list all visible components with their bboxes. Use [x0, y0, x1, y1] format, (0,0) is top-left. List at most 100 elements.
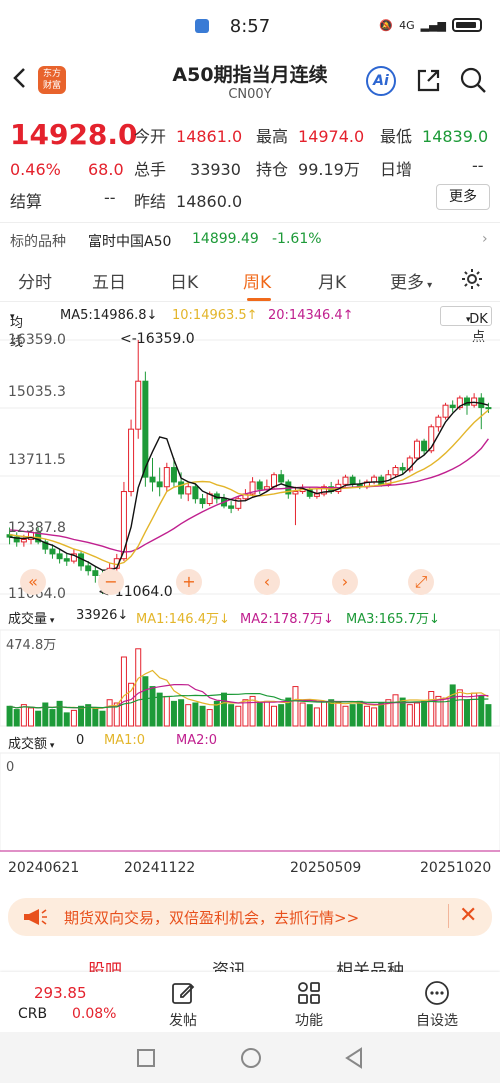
volume-bar: [285, 697, 292, 727]
last-price: 14928.0: [10, 118, 138, 151]
volume-bar: [256, 702, 263, 727]
promo-banner[interactable]: 期货双向交易，双倍盈利机会，去抓行情>> ✕: [8, 898, 492, 936]
recents-icon[interactable]: [136, 1048, 156, 1068]
status-bar: 8:57 🔕 4G ▂▄▆: [0, 0, 500, 52]
volume-bar: [128, 682, 135, 727]
candle-body: [399, 467, 406, 471]
tab-related[interactable]: 相关品种: [336, 961, 404, 972]
ma5-value: MA5:14986.8↓: [60, 308, 158, 323]
edit-icon: [172, 983, 195, 1004]
x-label-4: 20251020: [420, 860, 492, 876]
kline-chart[interactable]: 16359.0 15035.3 13711.5 12387.8 11064.0 …: [0, 328, 500, 858]
volume-bar: [135, 648, 142, 727]
open-field: 今开 14861.0: [134, 127, 243, 146]
ai-button[interactable]: Ai: [366, 66, 396, 96]
candle-body: [256, 481, 263, 490]
volume-bar: [20, 704, 27, 727]
ma-legend: 均线 ▾ MA5:14986.8↓ 10:14963.5↑ 20:14346.4…: [0, 304, 500, 350]
volume-bar: [178, 699, 185, 727]
back-arrow-icon[interactable]: [10, 66, 30, 90]
candle-body: [449, 404, 456, 409]
candle-body: [70, 553, 77, 562]
candle-body: [156, 481, 163, 488]
settle-value: --: [104, 188, 116, 207]
volume-bar: [478, 695, 485, 727]
volume-bar: [206, 709, 213, 727]
page-title: A50期指当月连续: [172, 64, 328, 86]
zoom-out-icon[interactable]: −: [98, 569, 124, 595]
chevron-right-icon[interactable]: ›: [332, 569, 358, 595]
tab-news[interactable]: 资讯: [212, 961, 246, 972]
fullscreen-icon[interactable]: ⤢: [408, 569, 434, 595]
ma20-value: 20:14346.4↑: [268, 308, 354, 323]
candle-body: [92, 570, 99, 576]
underlying-price: 14899.49: [192, 231, 259, 247]
daily-increase-value: --: [472, 156, 484, 175]
low-field: 最低 14839.0: [380, 127, 489, 146]
x-label-3: 20250509: [290, 860, 362, 876]
tab-daily-k[interactable]: 日K: [170, 273, 199, 293]
candle-body: [63, 558, 70, 562]
chevron-left-icon[interactable]: ‹: [254, 569, 280, 595]
more-button[interactable]: 更多: [436, 184, 490, 210]
volume-bar: [471, 692, 478, 727]
signal-bars-icon: ▂▄▆: [420, 18, 446, 32]
ma20-line: [9, 438, 489, 553]
volume-bar: [328, 699, 335, 727]
candle-body: [6, 534, 13, 538]
close-icon[interactable]: ✕: [448, 904, 477, 928]
function-button[interactable]: 功能: [274, 980, 344, 1030]
volume-bar: [242, 699, 249, 727]
amount-panel-frame: [0, 752, 500, 852]
tab-timeshare[interactable]: 分时: [18, 273, 52, 293]
amount-axis-zero: 0: [6, 760, 15, 775]
volume-bar: [185, 704, 192, 727]
home-icon[interactable]: [240, 1047, 262, 1069]
amount-indicator-select[interactable]: 成交额 ▾: [8, 737, 55, 752]
zoom-in-icon[interactable]: +: [176, 569, 202, 595]
tab-weekly-k[interactable]: 周K: [243, 273, 272, 293]
candle-body: [170, 467, 177, 483]
share-icon[interactable]: [414, 67, 442, 95]
tab-forum[interactable]: 股吧: [88, 961, 122, 972]
candle-body: [85, 565, 92, 572]
volume-value: 33926↓: [76, 608, 129, 623]
custom-watchlist-button[interactable]: 自设选: [402, 980, 472, 1030]
back-nav-icon[interactable]: [344, 1047, 364, 1069]
change-value: 68.0: [88, 160, 124, 179]
battery-icon: [452, 18, 482, 32]
tab-five-day[interactable]: 五日: [92, 273, 126, 293]
y-label-2: 15035.3: [8, 384, 66, 400]
status-time: 8:57: [229, 16, 271, 37]
gear-icon[interactable]: [460, 267, 484, 291]
amt-ma2: MA2:0: [176, 733, 218, 748]
kline-svg: [0, 339, 500, 852]
candle-body: [278, 474, 285, 483]
underlying-row[interactable]: 标的品种 富时中国A50 14899.49 -1.61% ›: [0, 222, 500, 254]
dk-point-button[interactable]: DK点 ▾: [440, 306, 492, 345]
fast-back-icon[interactable]: «: [20, 569, 46, 595]
volume-indicator-select[interactable]: 成交量 ▾: [8, 612, 55, 627]
tab-monthly-k[interactable]: 月K: [318, 273, 347, 293]
volume-bar: [192, 702, 199, 727]
open-interest-field: 持仓 99.19万: [256, 160, 360, 179]
volume-bar: [249, 695, 256, 727]
volume-bar: [435, 695, 442, 727]
megaphone-icon: [24, 909, 47, 925]
candle-body: [485, 407, 492, 410]
volume-bar: [342, 705, 349, 727]
candle-body: [235, 498, 242, 509]
candle-body: [292, 491, 299, 495]
candle-body: [163, 467, 170, 488]
search-icon[interactable]: [459, 66, 487, 94]
system-nav-bar: [0, 1032, 500, 1083]
volume-bar: [335, 702, 342, 727]
post-button[interactable]: 发帖: [148, 980, 218, 1030]
candle-body: [413, 440, 420, 459]
candle-body: [135, 380, 142, 430]
candle-body: [56, 553, 63, 560]
volume-bar: [392, 694, 399, 727]
tab-more[interactable]: 更多 ▾: [390, 273, 433, 293]
volume-bar: [313, 707, 320, 727]
crb-label: CRB: [18, 1006, 48, 1022]
